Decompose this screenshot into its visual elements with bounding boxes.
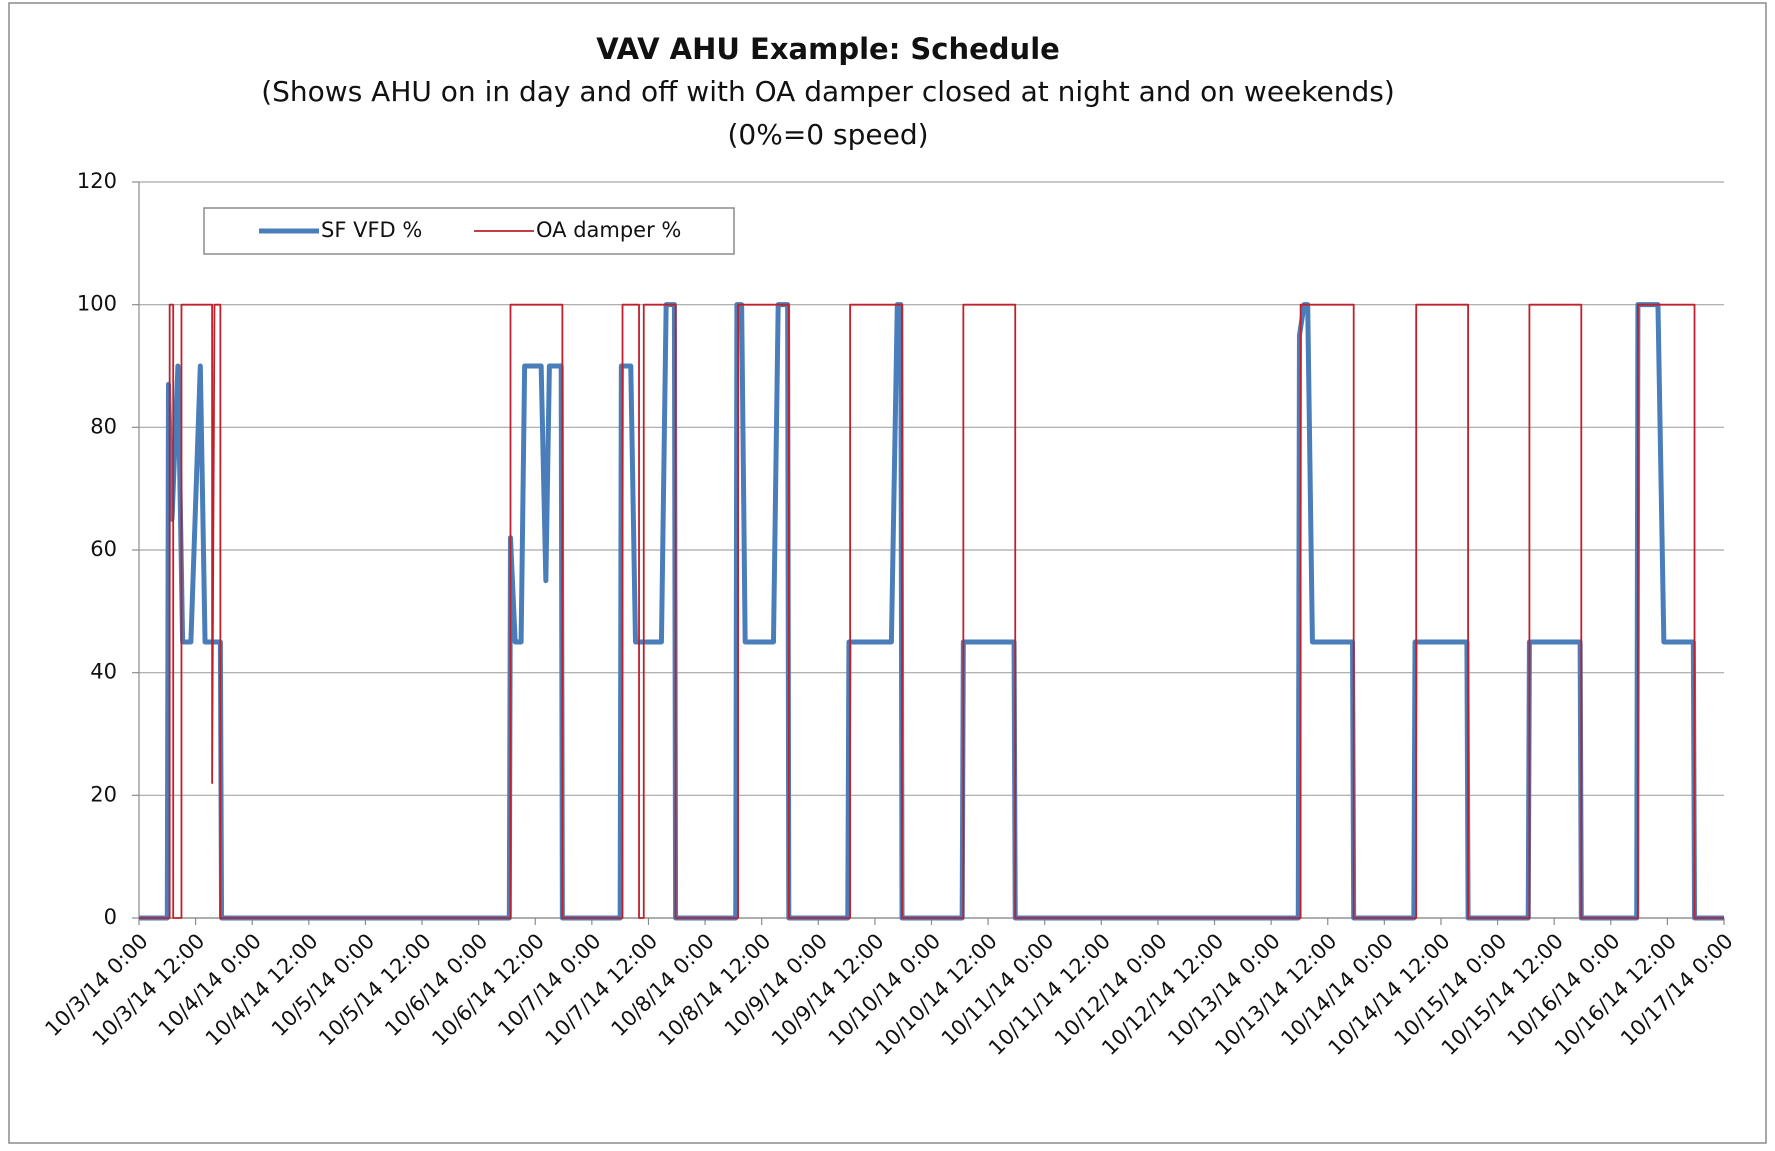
- legend-label: OA damper %: [536, 218, 681, 242]
- y-tick-label: 100: [77, 292, 117, 316]
- legend-label: SF VFD %: [321, 218, 422, 242]
- y-tick-label: 40: [90, 660, 117, 684]
- y-tick-label: 20: [90, 782, 117, 806]
- y-tick-label: 0: [104, 905, 117, 929]
- legend: SF VFD % OA damper %: [203, 207, 735, 255]
- plot-lines: [139, 302, 1724, 921]
- y-tick-label: 80: [90, 414, 117, 438]
- y-tick-label: 60: [90, 537, 117, 561]
- series-line: [139, 303, 1724, 919]
- chart-title: VAV AHU Example: Schedule: [596, 32, 1060, 66]
- chart-subtitle: (0%=0 speed): [727, 118, 928, 151]
- chart-subtitle: (Shows AHU on in day and off with OA dam…: [261, 75, 1395, 108]
- y-tick-label: 120: [77, 169, 117, 193]
- chart-border: [8, 2, 1767, 1144]
